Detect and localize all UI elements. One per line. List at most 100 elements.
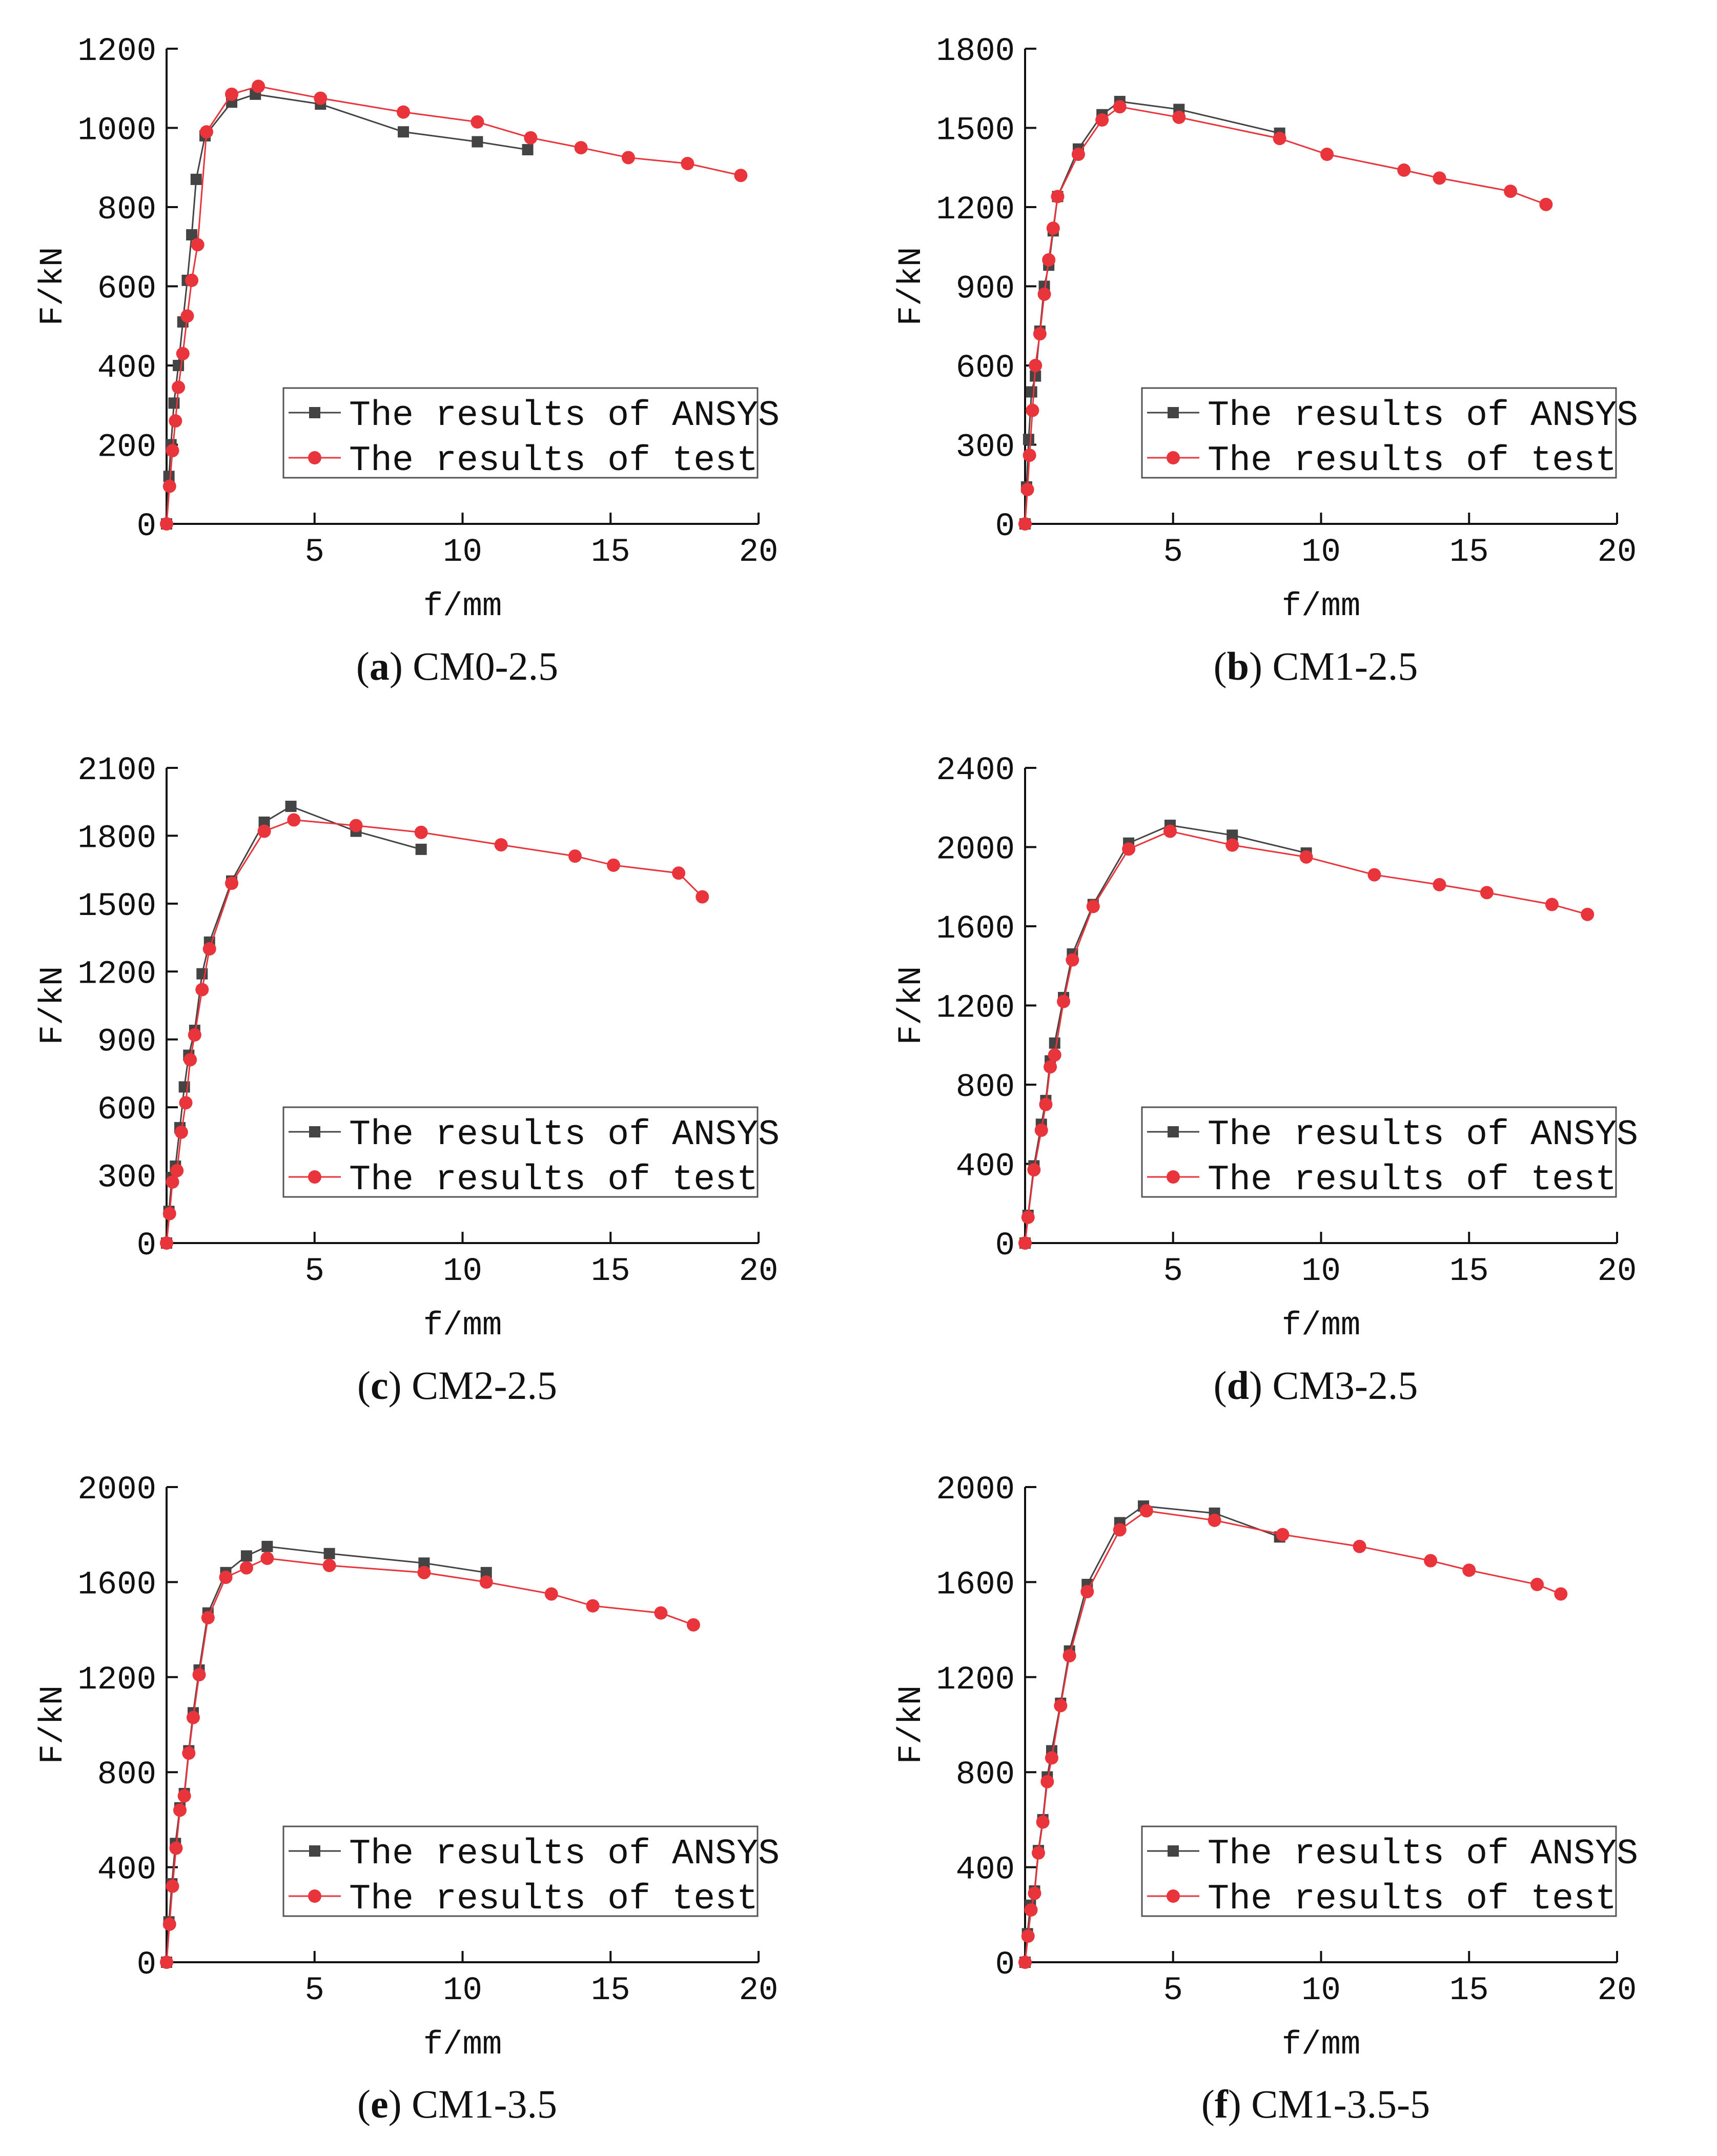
y-tick-label: 600 (97, 271, 156, 308)
test-data-point (186, 1711, 200, 1724)
test-data-point (1086, 900, 1100, 913)
test-data-point (1023, 449, 1036, 462)
test-data-point (1276, 1528, 1290, 1541)
test-data-point (183, 1053, 197, 1067)
y-tick-label: 0 (137, 1228, 156, 1265)
test-data-point (672, 866, 686, 880)
legend-label: The results of test (1208, 1160, 1617, 1201)
caption-c: (c) CM2-2.5 (357, 1363, 557, 1408)
test-data-point (219, 1571, 233, 1584)
caption-letter: f (1214, 2082, 1228, 2126)
y-axis-title: F/kN (893, 247, 930, 326)
y-tick-label: 800 (956, 1757, 1015, 1794)
test-data-point (201, 1611, 215, 1624)
y-tick-label: 400 (956, 1149, 1015, 1186)
test-data-point (174, 1125, 188, 1139)
test-data-point (1062, 1649, 1076, 1663)
ansys-data-point (398, 126, 409, 138)
y-tick-label: 1200 (77, 1662, 156, 1699)
ansys-data-point (240, 1550, 252, 1562)
caption-title: CM1-3.5 (412, 2082, 557, 2126)
test-data-point (1066, 953, 1079, 967)
test-data-point (621, 151, 635, 165)
y-tick-label: 400 (97, 1852, 156, 1889)
test-data-point (414, 825, 428, 839)
test-data-point (586, 1599, 600, 1613)
x-tick-label: 10 (1301, 1972, 1341, 2009)
test-data-point (166, 1879, 179, 1893)
test-data-point (479, 1575, 493, 1589)
test-data-point (696, 890, 709, 904)
x-tick-label: 15 (591, 534, 630, 571)
test-data-point (1042, 253, 1056, 267)
test-data-point (1048, 1048, 1061, 1062)
chart-panel-d: 0 400 800 1200 1600 2000 2400 5 10 15 20 f/mm F/kN Th… (893, 752, 1638, 1345)
y-tick-label: 1600 (936, 911, 1015, 948)
test-data-point (1045, 1751, 1058, 1765)
ansys-data-point (1049, 1037, 1060, 1049)
chart-panel-a: 0 200 400 600 800 1000 1200 5 10 15 20 f/mm F/kN The … (35, 33, 780, 625)
test-data-point (1095, 113, 1109, 127)
test-data-point (1353, 1539, 1366, 1553)
test-data-point (1018, 1956, 1032, 1969)
ansys-series-line (1024, 824, 1306, 1244)
test-data-point (176, 347, 190, 360)
test-data-point (162, 479, 176, 493)
test-data-point (162, 1207, 176, 1221)
test-data-point (185, 273, 199, 287)
ansys-data-point (415, 843, 427, 855)
y-tick-label: 0 (137, 1947, 156, 1984)
test-data-point (734, 169, 748, 182)
y-tick-label: 2000 (936, 832, 1015, 869)
ansys-data-point (480, 1567, 492, 1578)
test-data-point (1037, 287, 1051, 301)
legend-label: The results of ANSYS (1208, 396, 1638, 436)
legend-square-marker (309, 407, 320, 418)
test-data-point (1504, 185, 1518, 198)
caption-title: CM1-3.5-5 (1251, 2082, 1430, 2126)
test-data-point (260, 1552, 274, 1565)
x-tick-label: 10 (1301, 534, 1341, 571)
caption-letter: e (371, 2082, 389, 2126)
ansys-data-point (1227, 829, 1238, 841)
x-tick-label: 15 (591, 1972, 630, 2009)
y-tick-label: 1200 (936, 990, 1015, 1027)
test-data-point (1122, 842, 1136, 856)
test-data-point (1163, 824, 1177, 838)
caption-b: (b) CM1-2.5 (1213, 644, 1418, 688)
test-data-point (1581, 907, 1595, 921)
test-data-point (1033, 327, 1047, 341)
chart-panel-b: 0 300 600 900 1200 1500 1800 5 10 15 20 f/mm F/kN The… (893, 33, 1638, 625)
x-tick-label: 10 (1301, 1253, 1341, 1290)
test-data-point (195, 983, 209, 996)
ansys-data-point (522, 144, 534, 155)
test-data-point (494, 838, 508, 852)
test-data-point (160, 1236, 173, 1250)
test-data-point (1367, 868, 1381, 882)
x-tick-label: 20 (739, 534, 779, 571)
x-tick-label: 15 (1449, 1253, 1489, 1290)
legend-square-marker (1168, 1845, 1179, 1857)
legend-box (282, 387, 759, 479)
caption-a: (a) CM0-2.5 (356, 644, 559, 688)
test-data-point (225, 877, 239, 890)
y-tick-label: 0 (995, 1228, 1015, 1265)
test-data-point (1024, 1903, 1038, 1917)
x-axis-title: f/mm (423, 2027, 502, 2064)
y-tick-label: 200 (97, 430, 156, 466)
y-axis-title: F/kN (893, 1685, 930, 1764)
test-data-point (349, 819, 363, 832)
x-axis-title: f/mm (423, 588, 502, 625)
y-tick-label: 1200 (77, 33, 156, 70)
test-data-point (169, 414, 182, 428)
legend-label: The results of ANSYS (349, 1834, 780, 1875)
y-tick-label: 1800 (77, 820, 156, 857)
test-data-point (1554, 1587, 1568, 1601)
test-data-point (1433, 171, 1446, 185)
legend-square-marker (309, 1845, 320, 1857)
y-tick-label: 300 (956, 430, 1015, 466)
test-data-point (1299, 850, 1313, 864)
test-data-point (471, 115, 484, 129)
y-tick-label: 1200 (936, 192, 1015, 229)
